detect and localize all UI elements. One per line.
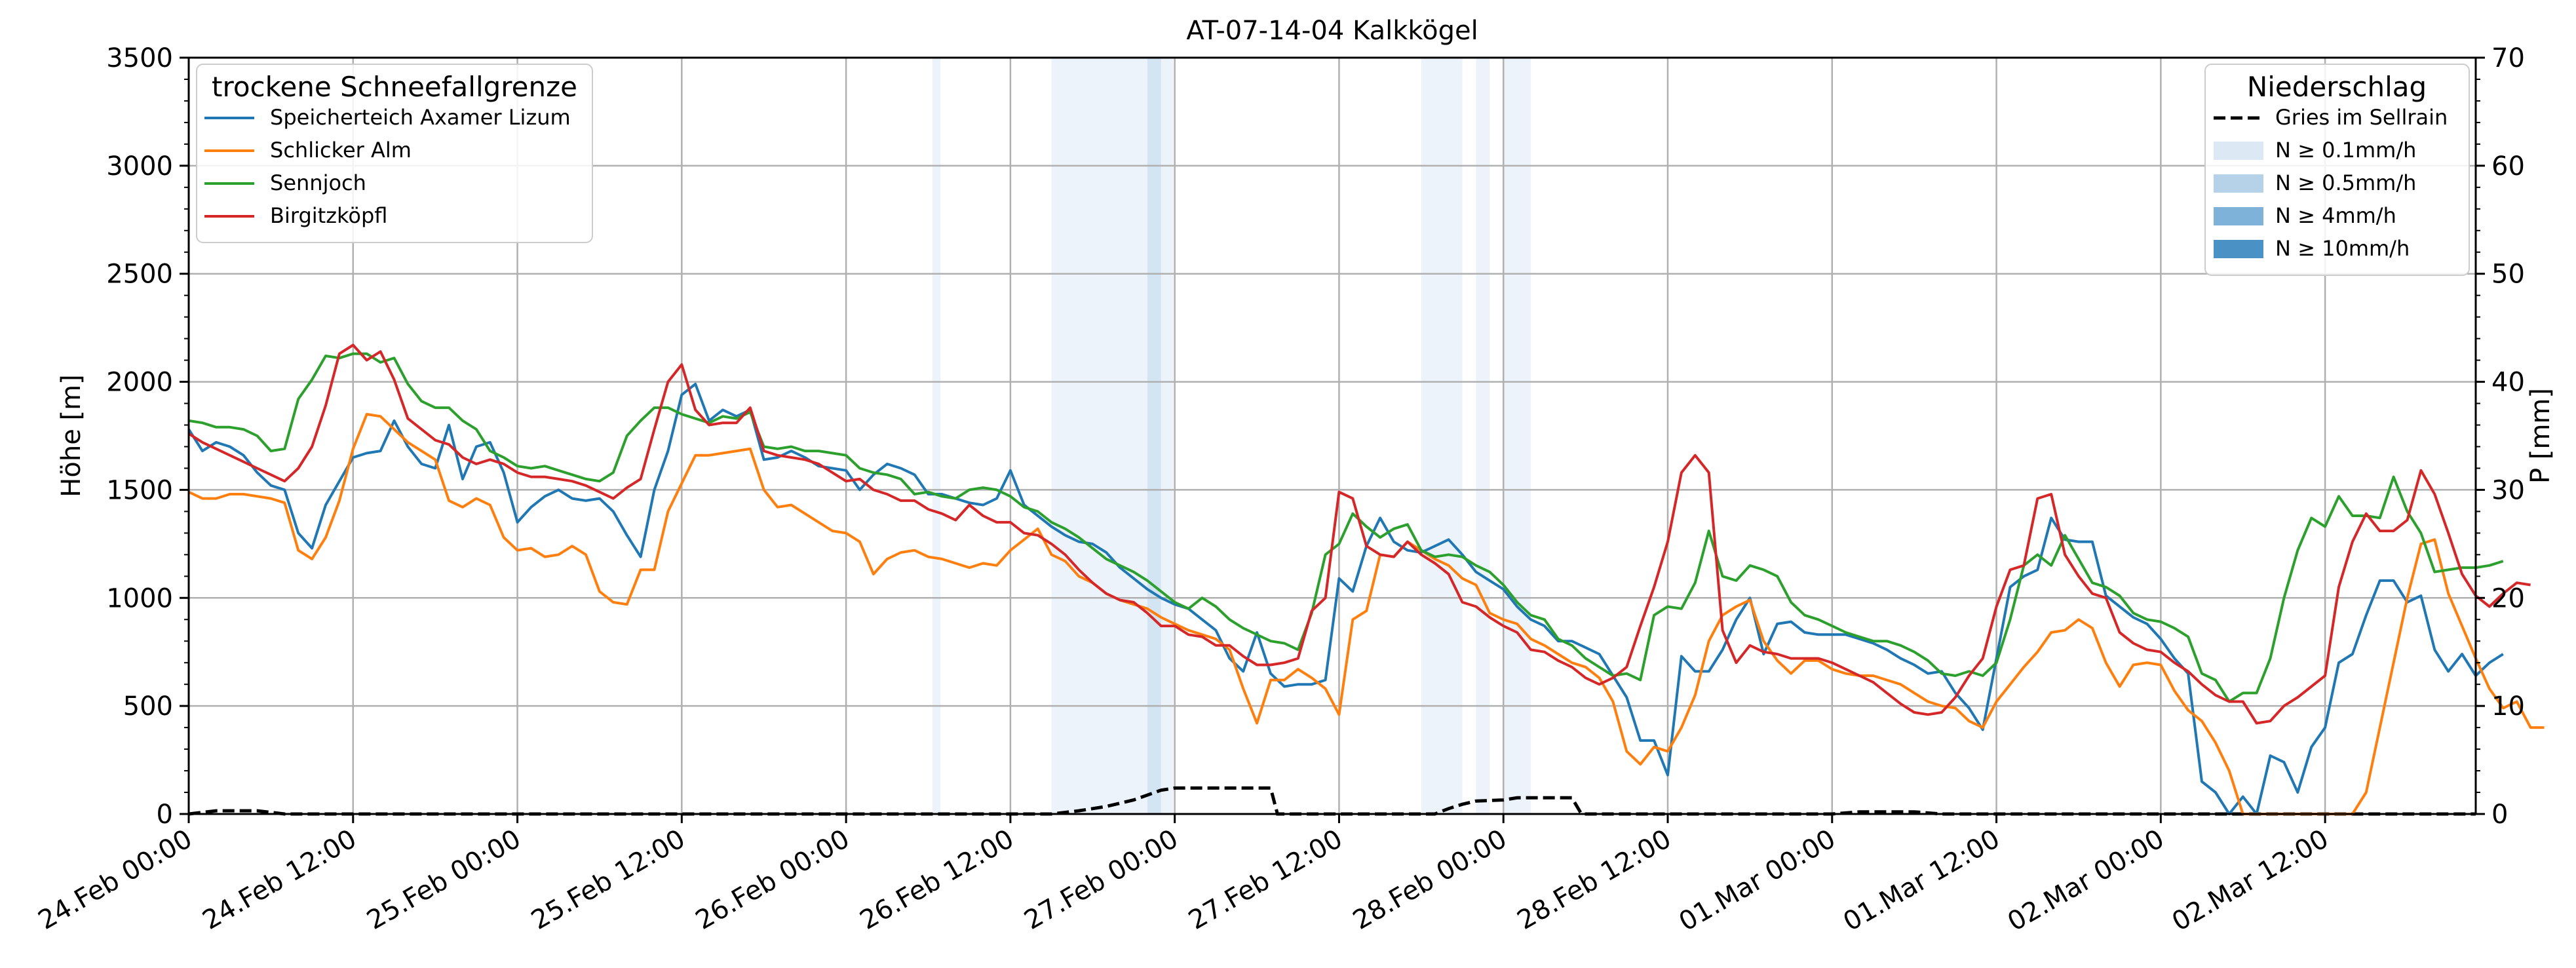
y2-tick-label: 40 [2491, 368, 2525, 398]
y-tick-label: 0 [157, 800, 173, 830]
y-tick-label: 3000 [106, 151, 173, 182]
legend-precip-swatch-3 [2214, 207, 2263, 225]
legend-snowline-items: Speicherteich Axamer Lizum Schlicker Alm S… [204, 105, 571, 228]
precip-band [1147, 58, 1161, 814]
y-tick-label: 1000 [106, 583, 173, 613]
legend-snowline-box [196, 64, 593, 243]
y2-tick-label: 60 [2491, 151, 2525, 182]
legend-label-1: Schlicker Alm [270, 138, 412, 163]
legend-precip-label-4: N ≥ 10mm/h [2275, 236, 2410, 261]
chart-title: AT-07-14-04 Kalkkögel [1186, 16, 1478, 46]
precip-band [1421, 58, 1463, 814]
legend-precip-items: Gries im Sellrain N ≥ 0.1mm/h N ≥ 0.5mm/h N… [2214, 105, 2448, 261]
y2-tick-label: 0 [2491, 800, 2508, 830]
legend-precip-label-3: N ≥ 4mm/h [2275, 203, 2396, 228]
legend-precip-box [2204, 64, 2470, 276]
y2-tick-label: 10 [2491, 691, 2525, 722]
y2-tick-label: 20 [2491, 583, 2525, 613]
legend-precip-label-2: N ≥ 0.5mm/h [2275, 170, 2416, 195]
y-tick-label: 1500 [106, 475, 173, 505]
legend-snowline: trockene Schneefallgrenze Speicherteich … [196, 64, 593, 243]
legend-precip-swatch-1 [2214, 142, 2263, 160]
legend-precip-swatch-4 [2214, 240, 2263, 258]
legend-precip-swatch-2 [2214, 174, 2263, 193]
legend-label-0: Speicherteich Axamer Lizum [270, 105, 571, 130]
legend-label-3: Birgitzköpfl [270, 203, 387, 228]
legend-precip-label-1: N ≥ 0.1mm/h [2275, 138, 2416, 163]
y-axis-title: Höhe [m] [56, 374, 87, 497]
series-line-0 [187, 382, 2504, 815]
plot-frame [187, 56, 2477, 815]
legend-precipitation: Niederschlag Gries im Sellrain N ≥ 0.1mm/… [2204, 64, 2470, 276]
snowline-series [187, 343, 2545, 815]
precip-band [1161, 58, 1174, 814]
y2-tick-label: 30 [2491, 475, 2525, 505]
y-tick-label: 2000 [106, 368, 173, 398]
y2-tick-label: 50 [2491, 260, 2525, 290]
precip-band [1092, 58, 1147, 814]
y-tick-label: 3500 [106, 43, 173, 73]
legend-label-2: Sennjoch [270, 170, 366, 195]
precip-band [1503, 58, 1531, 814]
series-line-3 [187, 343, 2531, 725]
series-line-2 [188, 352, 2504, 703]
y-tick-label: 2500 [106, 260, 173, 290]
y-tick-label: 500 [123, 691, 173, 722]
legend-precip-label-0: Gries im Sellrain [2275, 105, 2448, 130]
precip-band [1051, 58, 1093, 814]
legend-precip-title: Niederschlag [2247, 71, 2427, 103]
series-line-1 [188, 413, 2545, 815]
legend-snowline-title: trockene Schneefallgrenze [212, 71, 577, 103]
y2-axis-title: P [mm] [2526, 388, 2556, 484]
y2-tick-label: 70 [2491, 43, 2525, 73]
precip-band [932, 58, 941, 814]
precip-band [1476, 58, 1490, 814]
